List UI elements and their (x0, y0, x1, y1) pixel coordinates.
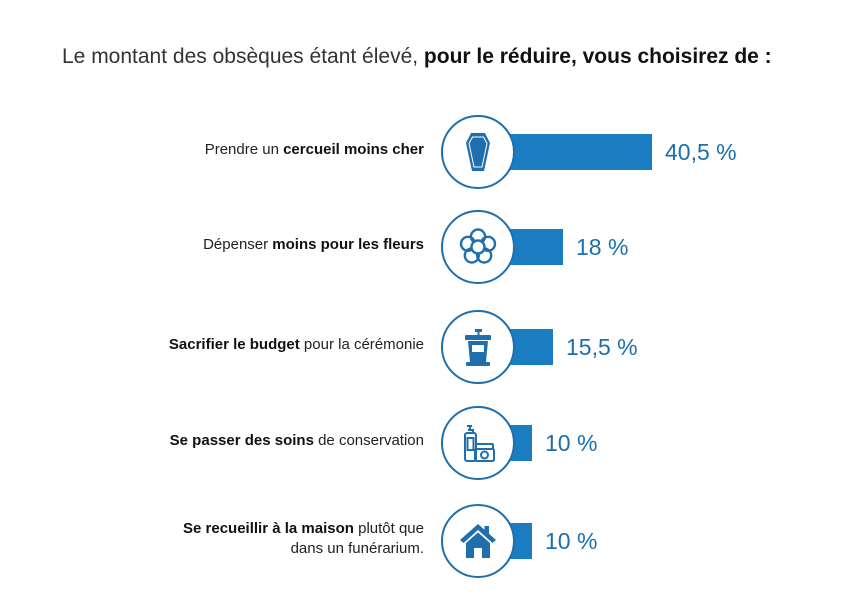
label-text: plutôt que (353, 520, 424, 537)
title-bold-part: pour le réduire, vous choisirez de : (423, 45, 772, 68)
label-text: pour la cérémonie (299, 336, 424, 353)
chart-row: Prendre un cercueil moins cher 40,5 % (0, 112, 842, 192)
title-light-part: Le montant des obsèques étant élevé, (62, 45, 424, 68)
chart-row: Dépenser moins pour les fleurs 18 % (0, 207, 842, 287)
bar-label: Dépenser moins pour les fleurs (64, 235, 424, 255)
icon-circle (441, 310, 515, 384)
label-bold-text: moins pour les fleurs (272, 236, 424, 253)
label-bold-text: Sacrifier le budget (168, 336, 300, 353)
label-text: Dépenser (203, 236, 273, 253)
chart-row: Se passer des soins de conservation 10 % (0, 403, 842, 483)
flower-icon (459, 228, 497, 264)
lectern-icon (465, 329, 491, 366)
icon-circle (441, 115, 515, 189)
bar-label: Sacrifier le budget pour la cérémonie (64, 335, 424, 355)
value-label: 10 % (545, 430, 598, 456)
chart-row: Sacrifier le budget pour la cérémonie 15… (0, 307, 842, 387)
value-label: 10 % (545, 528, 598, 554)
value-label: 18 % (576, 234, 629, 260)
chart-title: Le montant des obsèques étant élevé, pou… (62, 44, 802, 70)
label-bold-text: Se passer des soins (169, 432, 314, 449)
chart-row: Se recueillir à la maison plutôt que dans… (0, 501, 842, 581)
bar-label: Se recueillir à la maison plutôt que dans… (64, 519, 424, 559)
label-text: Prendre un (204, 141, 284, 158)
label-bold-text: cercueil moins cher (283, 141, 424, 158)
bar-label: Se passer des soins de conservation (64, 431, 424, 451)
bar-label: Prendre un cercueil moins cher (64, 140, 424, 160)
icon-circle (441, 210, 515, 284)
value-label: 40,5 % (665, 139, 737, 165)
label-text: dans un funérarium. (290, 540, 424, 557)
coffin-icon (466, 133, 490, 171)
icon-circle (441, 504, 515, 578)
house-icon (460, 524, 496, 558)
label-bold-text: Se recueillir à la maison (183, 520, 354, 537)
value-label: 15,5 % (566, 334, 638, 360)
label-text: de conservation (313, 432, 424, 449)
icon-circle (441, 406, 515, 480)
embalming-products-icon (464, 425, 495, 462)
bar (492, 134, 652, 170)
